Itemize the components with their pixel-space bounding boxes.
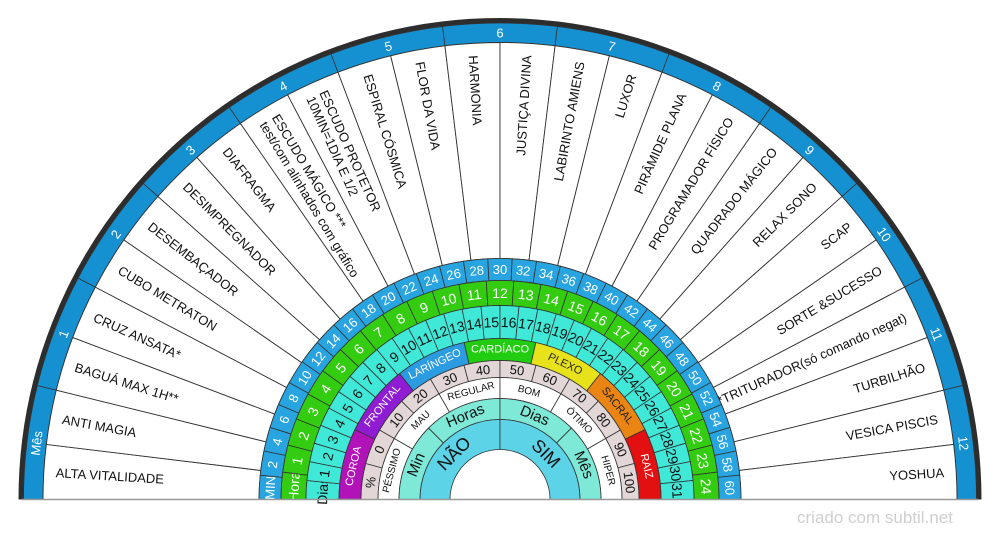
days-label: 29 — [663, 447, 682, 466]
minutes-label: 50 — [685, 368, 705, 388]
month-label: 10 — [874, 224, 895, 244]
hours-label: 16 — [589, 308, 611, 330]
hours-label: 12 — [492, 285, 508, 301]
sector-label: ALTA VITALIDADE — [55, 465, 164, 487]
days-label: 10 — [398, 336, 420, 358]
days-label: 30 — [667, 465, 685, 483]
hours-label: 24 — [698, 478, 715, 495]
outer-edge — [18, 18, 982, 500]
minutes-label: 6 — [276, 414, 293, 426]
percent-label: % — [362, 475, 378, 489]
watermark: criado com subtil.net — [797, 508, 953, 527]
days-label: 18 — [534, 318, 553, 337]
percent-label: 100 — [621, 471, 639, 494]
hours-label: 23 — [694, 452, 713, 471]
minutes-label: 24 — [422, 271, 440, 290]
minutes-label: 54 — [706, 410, 725, 429]
hours-label: Hora — [285, 471, 303, 503]
minutes-label: 18 — [358, 300, 378, 321]
minutes-label: 36 — [560, 271, 578, 290]
minutes-label: 22 — [400, 278, 419, 297]
percent-label: 50 — [509, 362, 525, 379]
month-label: 6 — [496, 25, 503, 40]
days-label: Dias — [314, 476, 331, 505]
minutes-label: 58 — [719, 456, 736, 473]
minutes-label: 56 — [714, 433, 732, 451]
month-label: 12 — [955, 435, 972, 451]
days-label: 11 — [414, 329, 434, 350]
sector-label: JUSTIÇA DIVINA — [513, 55, 534, 156]
hours-label: 21 — [676, 401, 697, 422]
days-label: 19 — [550, 322, 570, 342]
minutes-label: 34 — [538, 265, 555, 283]
minutes-label: 40 — [602, 288, 622, 308]
percent-label: 30 — [441, 369, 460, 388]
hours-label: 14 — [542, 290, 561, 309]
sector-label: HARMONIA — [466, 55, 485, 126]
days-label: 16 — [501, 314, 518, 331]
yes-no-segment — [499, 419, 581, 500]
days-label: 14 — [465, 315, 483, 333]
hours-label: 13 — [517, 286, 535, 304]
hours-label: 11 — [466, 286, 483, 304]
minutes-label: 2 — [265, 460, 281, 469]
days-label: 28 — [657, 430, 677, 450]
hours-label: 10 — [439, 290, 458, 309]
month-label: Mês — [28, 430, 46, 457]
minutes-label: 28 — [469, 262, 485, 278]
minutes-label: 26 — [445, 265, 462, 283]
sector-label: YOSHUA — [889, 465, 945, 483]
percent-label: 40 — [475, 362, 491, 379]
minutes-label: MIN — [262, 476, 278, 501]
month-label: 7 — [606, 38, 617, 54]
month-label: 5 — [383, 38, 394, 54]
days-label: 31 — [669, 483, 686, 500]
days-label: 1 — [316, 468, 333, 478]
days-label: 12 — [430, 322, 450, 342]
minutes-label: 4 — [269, 436, 285, 447]
percent-label: 90 — [611, 440, 630, 459]
days-label: 26 — [641, 397, 663, 419]
percent-label: 80 — [593, 410, 614, 431]
minutes-label: 32 — [515, 262, 531, 278]
days-label: 27 — [650, 413, 671, 434]
chakras-label: CARDÍACO — [471, 343, 530, 356]
minutes-label: 30 — [493, 262, 507, 277]
minutes-label: 10 — [295, 368, 315, 388]
minutes-label: 20 — [378, 288, 398, 308]
days-label: 20 — [565, 328, 586, 349]
hours-label: 20 — [663, 378, 685, 400]
hours-label: 1 — [289, 455, 306, 466]
percent-label: 60 — [540, 369, 559, 388]
hours-label: 22 — [686, 426, 706, 446]
minutes-label: 38 — [581, 278, 600, 297]
minutes-label: 52 — [697, 388, 717, 408]
percent-label: 70 — [569, 386, 590, 407]
hours-label: 15 — [566, 297, 587, 318]
days-label: 21 — [580, 336, 602, 358]
minutes-label: 42 — [621, 300, 641, 321]
percent-label: 20 — [410, 386, 431, 407]
days-label: 2 — [319, 450, 336, 462]
days-label: 13 — [447, 318, 466, 337]
minutes-label: 60 — [722, 480, 738, 495]
chakras-label: RAIZ — [638, 453, 655, 480]
days-label: 17 — [517, 315, 535, 333]
days-label: 15 — [483, 314, 500, 331]
month-label: 11 — [927, 325, 946, 343]
